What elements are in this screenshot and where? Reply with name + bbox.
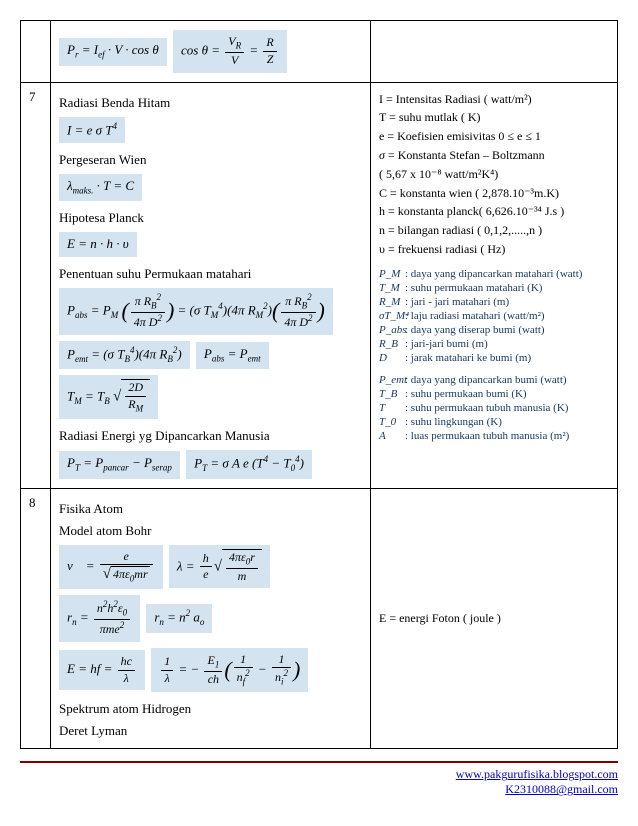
formula: v = e√4πε0mr — [59, 545, 163, 589]
formula: Pemt = (σ TB4)(4π RB2) — [59, 341, 190, 370]
definition: n = bilangan radiasi ( 0,1,2,.....,n ) — [379, 222, 609, 239]
heading: Pergeseran Wien — [59, 152, 362, 168]
formula: E = hf = hcλ — [59, 650, 145, 690]
legend-item: P_emt: daya yang dipancarkan bumi (watt) — [379, 374, 609, 386]
legend-item: T_B: suhu permukaan bumi (K) — [379, 388, 609, 400]
formula-table: Pr = Ief · V · cos θ cos θ = VRV = RZ 7 … — [20, 20, 618, 749]
formula: TM = TB √2DRM — [59, 375, 158, 419]
table-row: 7 Radiasi Benda Hitam I = e σ T4 Pergese… — [21, 82, 618, 488]
footer: www.pakgurufisika.blogspot.com K2310088@… — [20, 761, 618, 797]
formula: PT = Ppancar − Pserap — [59, 451, 180, 478]
row-content: Pr = Ief · V · cos θ cos θ = VRV = RZ — [51, 21, 371, 83]
legend-item: D: jarak matahari ke bumi (m) — [379, 352, 609, 364]
definition: I = Intensitas Radiasi ( watt/m²) — [379, 91, 609, 108]
footer-email[interactable]: K2310088@gmail.com — [505, 782, 618, 796]
definition: h = konstanta planck( 6,626.10⁻³⁴ J.s ) — [379, 203, 609, 220]
row-defs — [371, 21, 618, 83]
legend-item: P_M: daya yang dipancarkan matahari (wat… — [379, 268, 609, 280]
legend-item: A: luas permukaan tubuh manusia (m²) — [379, 430, 609, 442]
heading: Deret Lyman — [59, 723, 362, 739]
heading: Fisika Atom — [59, 501, 362, 517]
row-content: Fisika Atom Model atom Bohr v = e√4πε0mr… — [51, 488, 371, 749]
formula: λ = he√4πε0rm — [169, 545, 270, 589]
row-number — [21, 21, 51, 83]
formula: rn = n2h2ε0πme2 — [59, 595, 140, 642]
definition: υ = frekuensi radiasi ( Hz) — [379, 241, 609, 258]
footer-url[interactable]: www.pakgurufisika.blogspot.com — [456, 767, 618, 781]
legend-item: T: suhu permukaan tubuh manusia (K) — [379, 402, 609, 414]
definition: σ = Konstanta Stefan – Boltzmann — [379, 147, 609, 164]
row-number: 7 — [21, 82, 51, 488]
heading: Radiasi Benda Hitam — [59, 95, 362, 111]
legend-item: T_0: suhu lingkungan (K) — [379, 416, 609, 428]
formula: PT = σ A e (T4 − T04) — [186, 450, 312, 479]
formula: cos θ = VRV = RZ — [173, 30, 287, 73]
formula: 1λ = − E1ch(1nf2 − 1ni2) — [151, 648, 308, 693]
row-number: 8 — [21, 488, 51, 749]
definition: C = konstanta wien ( 2,878.10⁻³m.K) — [379, 185, 609, 202]
formula: I = e σ T4 — [59, 117, 125, 143]
row-content: Radiasi Benda Hitam I = e σ T4 Pergesera… — [51, 82, 371, 488]
legend-item: T_M: suhu permukaan matahari (K) — [379, 282, 609, 294]
legend-item: P_abs: daya yang diserap bumi (watt) — [379, 324, 609, 336]
definition: e = Koefisien emisivitas 0 ≤ e ≤ 1 — [379, 128, 609, 145]
heading: Model atom Bohr — [59, 523, 362, 539]
heading: Hipotesa Planck — [59, 210, 362, 226]
legend-item: σT_M⁴: laju radiasi matahari (watt/m²) — [379, 310, 609, 322]
table-row: 8 Fisika Atom Model atom Bohr v = e√4πε0… — [21, 488, 618, 749]
row-defs: I = Intensitas Radiasi ( watt/m²) T = su… — [371, 82, 618, 488]
formula: rn = n2 ao — [146, 604, 212, 633]
heading: Penentuan suhu Permukaan matahari — [59, 266, 362, 282]
legend-item: R_M: jari - jari matahari (m) — [379, 296, 609, 308]
heading: Spektrum atom Hidrogen — [59, 701, 362, 717]
formula: Pabs = PM (π RB24π D2) = (σ TM4)(4π RM2)… — [59, 288, 333, 335]
definition: ( 5,67 x 10⁻⁸ watt/m²K⁴) — [379, 166, 609, 183]
definition: E = energi Foton ( joule ) — [379, 610, 609, 627]
formula: E = n · h · υ — [59, 232, 137, 257]
row-defs: E = energi Foton ( joule ) — [371, 488, 618, 749]
heading: Radiasi Energi yg Dipancarkan Manusia — [59, 428, 362, 444]
formula: Pr = Ief · V · cos θ — [59, 38, 167, 65]
formula: λmaks. · T = C — [59, 174, 142, 201]
formula: Pabs = Pemt — [196, 342, 269, 369]
legend-item: R_B: jari-jari bumi (m) — [379, 338, 609, 350]
definition: T = suhu mutlak ( K) — [379, 109, 609, 126]
table-row: Pr = Ief · V · cos θ cos θ = VRV = RZ — [21, 21, 618, 83]
